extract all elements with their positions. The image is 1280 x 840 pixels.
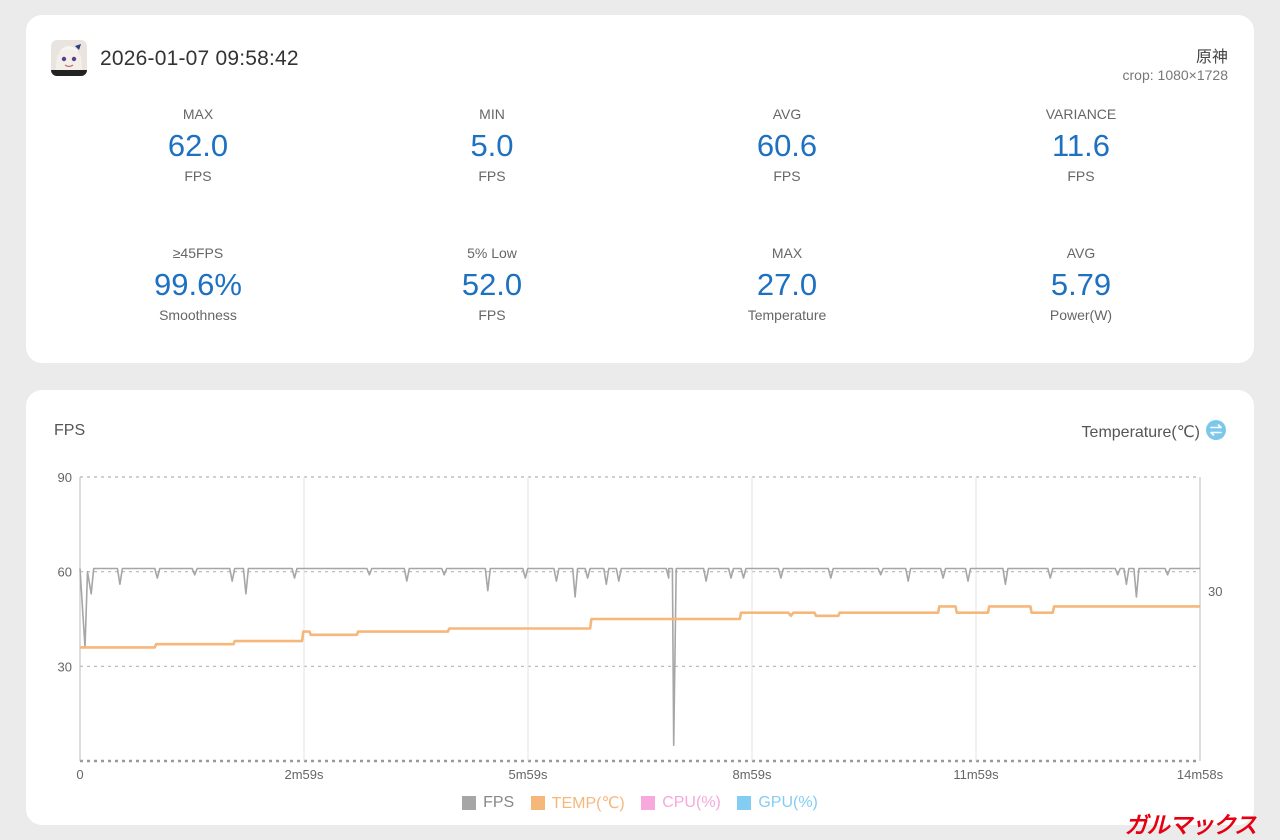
game-app-icon: [51, 40, 87, 76]
legend-swatch: [530, 796, 545, 810]
stat-unit: FPS: [773, 168, 801, 184]
legend-swatch: [641, 796, 656, 810]
x-tick-label: 8m59s: [732, 767, 772, 782]
chart-right-axis-title: Temperature(℃): [1081, 424, 1200, 441]
legend-item-fps[interactable]: FPS: [462, 794, 514, 812]
stat-label: MAX: [182, 106, 214, 122]
stat-label: VARIANCE: [1045, 106, 1117, 122]
legend-swatch: [737, 796, 752, 810]
crop-resolution: crop: 1080×1728: [1122, 67, 1228, 83]
swap-axis-icon[interactable]: [1206, 420, 1226, 440]
legend-label: CPU(%): [662, 794, 721, 811]
legend-swatch: [462, 796, 477, 810]
stats-card: 2026-01-07 09:58:42 原神 crop: 1080×1728 M…: [26, 15, 1254, 363]
stat-value: 99.6%: [154, 267, 242, 302]
chart-legend: FPS TEMP(℃) CPU(%) GPU(%): [26, 793, 1254, 815]
stat-unit: Temperature: [747, 307, 827, 323]
stat-value: 5.0: [470, 128, 514, 163]
stat-label: MAX: [771, 245, 803, 261]
y-left-tick-label: 30: [58, 659, 72, 674]
stat-max-temperature: MAX 27.0 Temperature: [687, 244, 887, 324]
stat-max-fps: MAX 62.0 FPS: [98, 105, 298, 185]
stat-label: AVG: [772, 106, 802, 122]
stat-unit: FPS: [478, 307, 506, 323]
legend-label: TEMP(℃): [551, 795, 625, 812]
session-timestamp: 2026-01-07 09:58:42: [100, 47, 299, 70]
x-tick-label: 5m59s: [508, 767, 548, 782]
stat-value: 11.6: [1051, 128, 1111, 163]
stat-unit: FPS: [1067, 168, 1095, 184]
stat-avg-power: AVG 5.79 Power(W): [981, 244, 1181, 324]
stat-value: 27.0: [756, 267, 818, 302]
x-tick-label: 14m58s: [1177, 767, 1224, 782]
legend-item-temp[interactable]: TEMP(℃): [530, 793, 625, 813]
y-left-tick-label: 90: [58, 470, 72, 485]
stat-label: AVG: [1066, 245, 1096, 261]
stat-unit: FPS: [478, 168, 506, 184]
series-line-temp: [80, 605, 1200, 649]
x-tick-label: 2m59s: [284, 767, 324, 782]
legend-label: FPS: [483, 794, 515, 811]
stat-label: MIN: [479, 106, 505, 122]
y-right-tick-label: 30: [1208, 584, 1222, 599]
stat-avg-fps: AVG 60.6 FPS: [687, 105, 887, 185]
stat-value: 62.0: [167, 128, 229, 163]
x-tick-label: 0: [76, 767, 83, 782]
fps-temperature-chart: 0 2m59s 5m59s 8m59s 11m59s 14m58s 30 60 90 30: [58, 470, 1224, 782]
y-left-tick-label: 60: [58, 565, 72, 580]
stat-value: 5.79: [1050, 267, 1112, 302]
stat-5pct-low: 5% Low 52.0 FPS: [392, 244, 592, 324]
chart-card: FPS Temperature(℃) 0 2m59s 5m59s 8m59s 11m59…: [26, 390, 1254, 825]
stat-unit: FPS: [184, 168, 212, 184]
chart-left-axis-title: FPS: [54, 422, 86, 439]
site-watermark-logo: ガルマックス: [1124, 812, 1257, 838]
legend-item-cpu[interactable]: CPU(%): [641, 794, 721, 812]
game-name: 原神: [1195, 49, 1228, 66]
stat-value: 60.6: [756, 128, 818, 163]
stat-variance-fps: VARIANCE 11.6 FPS: [981, 105, 1181, 185]
series-line-fps: [79, 567, 1200, 746]
stat-unit: Power(W): [1049, 307, 1113, 323]
stat-label: ≥45FPS: [172, 245, 224, 261]
stat-smoothness: ≥45FPS 99.6% Smoothness: [98, 244, 298, 324]
x-tick-label: 11m59s: [953, 767, 999, 782]
stat-min-fps: MIN 5.0 FPS: [392, 105, 592, 185]
stat-label: 5% Low: [467, 245, 517, 261]
legend-label: GPU(%): [758, 794, 818, 811]
stat-unit: Smoothness: [159, 307, 237, 323]
legend-item-gpu[interactable]: GPU(%): [737, 794, 818, 812]
stat-value: 52.0: [461, 267, 523, 302]
